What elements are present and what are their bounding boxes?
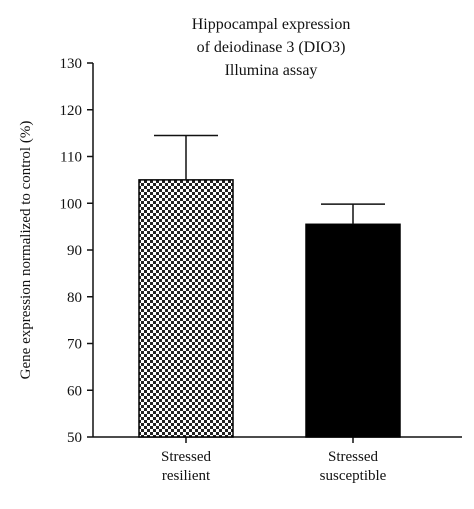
bars (138, 179, 401, 438)
y-tick-label: 130 (60, 56, 83, 72)
axes: 50 60 70 80 90 100 110 120 130 (60, 56, 462, 446)
y-tick-label: 80 (67, 290, 82, 306)
chart-title: Hippocampal expression of deiodinase 3 (D… (192, 16, 351, 79)
chart-title-line: of deiodinase 3 (DIO3) (197, 39, 346, 56)
y-axis-label-text: Gene expression normalized to control (%… (18, 121, 34, 380)
y-tick-label: 110 (60, 150, 82, 166)
error-bars (154, 134, 385, 225)
y-tick-label: 90 (67, 243, 82, 259)
y-tick-label: 70 (67, 337, 82, 353)
x-tick-label: susceptible (320, 468, 387, 484)
bar-1 (305, 223, 401, 438)
chart-title-line: Illumina assay (225, 62, 318, 79)
x-tick-labels: Stressed resilient Stressed susceptible (161, 449, 387, 484)
y-axis-label: Gene expression normalized to control (%… (18, 121, 34, 380)
chart-title-line: Hippocampal expression (192, 16, 351, 33)
y-tick-label: 100 (60, 196, 83, 212)
x-tick-label: Stressed (161, 449, 211, 465)
y-tick-label: 50 (67, 430, 82, 446)
bar-0 (138, 179, 234, 438)
x-tick-label: Stressed (328, 449, 378, 465)
y-tick-label: 60 (67, 383, 82, 399)
x-tick-label: resilient (162, 468, 211, 484)
y-tick-label: 120 (60, 103, 83, 119)
